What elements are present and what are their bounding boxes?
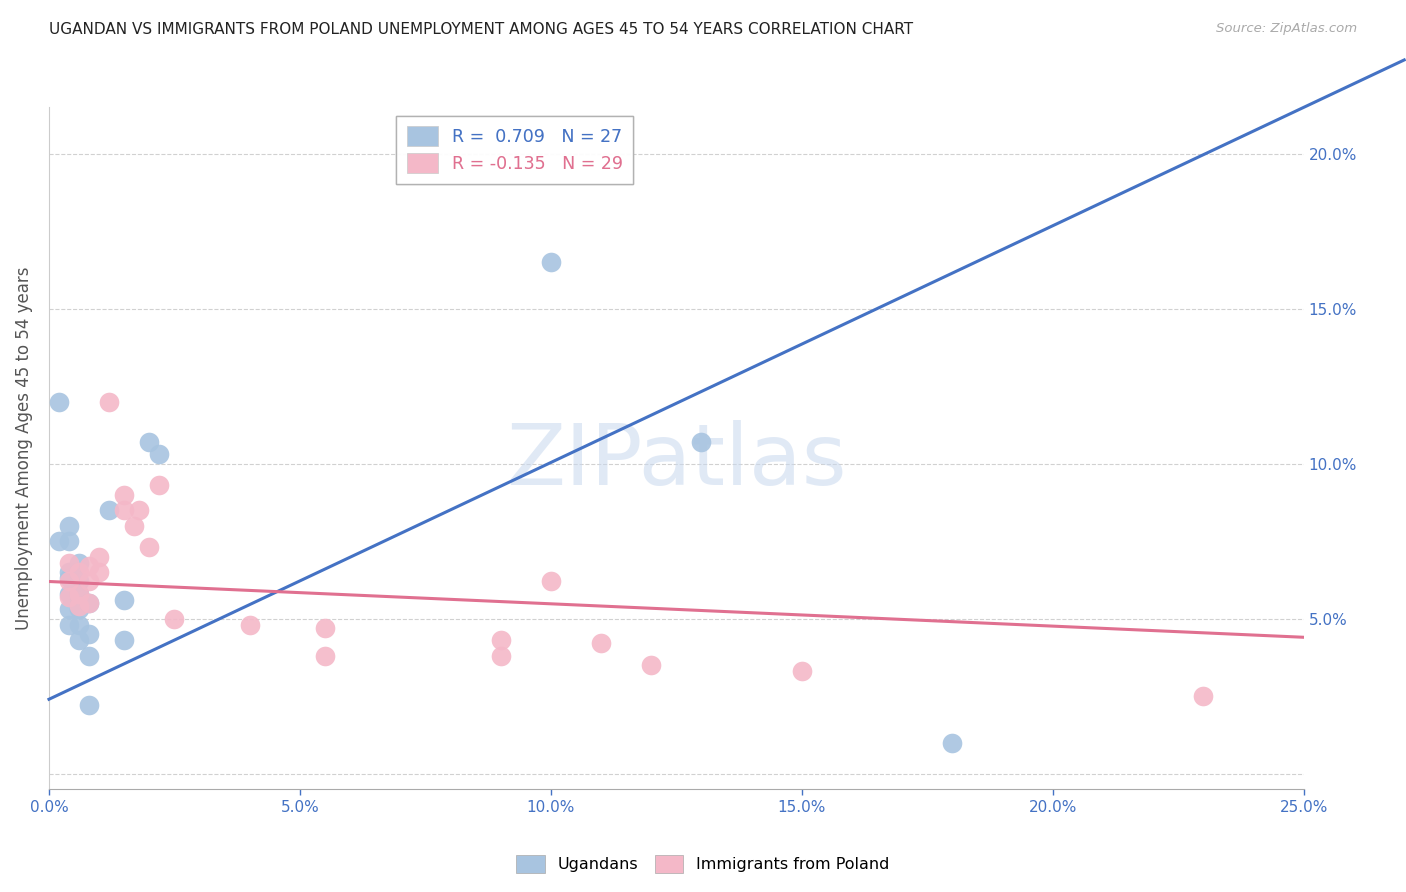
Point [89,565,111,579]
Point [112,488,135,502]
Legend: Ugandans, Immigrants from Poland: Ugandans, Immigrants from Poland [510,848,896,880]
Point [58,565,80,579]
Point [77,648,100,663]
Point [98,503,121,517]
Point [67,574,90,589]
Point [48,394,70,409]
Point [148,478,170,492]
Point [67,587,90,601]
Point [98,394,121,409]
Point [790,665,813,679]
Point [112,633,135,648]
Point [67,633,90,648]
Point [148,447,170,461]
Point [239,618,262,632]
Point [48,534,70,549]
Point [58,590,80,604]
Point [58,574,80,589]
Point [489,633,512,648]
Point [58,556,80,570]
Point [77,559,100,574]
Text: Source: ZipAtlas.com: Source: ZipAtlas.com [1216,22,1357,36]
Point [58,534,80,549]
Point [67,618,90,632]
Point [58,618,80,632]
Point [1192,689,1215,703]
Point [58,518,80,533]
Point [540,574,562,589]
Point [690,435,713,450]
Point [67,587,90,601]
Point [138,435,160,450]
Legend: R =  0.709   N = 27, R = -0.135   N = 29: R = 0.709 N = 27, R = -0.135 N = 29 [396,116,634,184]
Point [89,549,111,564]
Point [77,698,100,713]
Point [58,571,80,585]
Point [489,648,512,663]
Point [314,621,336,635]
Text: ZIPatlas: ZIPatlas [506,420,846,503]
Point [591,636,613,650]
Point [67,565,90,579]
Text: UGANDAN VS IMMIGRANTS FROM POLAND UNEMPLOYMENT AMONG AGES 45 TO 54 YEARS CORRELA: UGANDAN VS IMMIGRANTS FROM POLAND UNEMPL… [49,22,914,37]
Point [67,556,90,570]
Y-axis label: Unemployment Among Ages 45 to 54 years: Unemployment Among Ages 45 to 54 years [15,267,32,630]
Point [67,602,90,616]
Point [77,596,100,610]
Point [77,596,100,610]
Point [163,612,186,626]
Point [941,736,963,750]
Point [128,503,150,517]
Point [67,599,90,614]
Point [640,658,662,673]
Point [124,518,146,533]
Point [138,541,160,555]
Point [112,503,135,517]
Point [58,602,80,616]
Point [77,627,100,641]
Point [112,593,135,607]
Point [77,574,100,589]
Point [540,255,562,269]
Point [314,648,336,663]
Point [58,587,80,601]
